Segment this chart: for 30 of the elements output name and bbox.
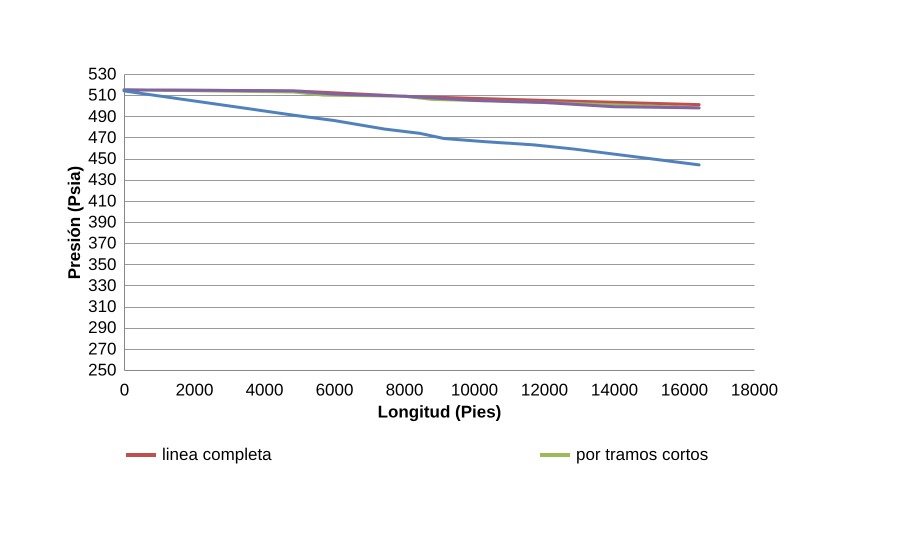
x-tick-label: 16000 <box>660 380 708 400</box>
y-tick-label: 510 <box>88 86 116 105</box>
y-tick-label: 290 <box>88 318 116 338</box>
y-tick-label: 430 <box>88 170 116 190</box>
y-tick-label: 250 <box>88 360 116 380</box>
y-tick-label: 490 <box>88 106 116 126</box>
y-axis-title: Presión (Psia) <box>65 166 84 280</box>
x-axis-title: Longitud (Pies) <box>378 402 502 422</box>
y-tick-label: 270 <box>88 339 116 358</box>
x-tick-label: 10000 <box>450 380 498 400</box>
x-tick-label: 12000 <box>520 380 568 400</box>
y-tick-label: 470 <box>88 128 116 147</box>
y-tick-label: 410 <box>88 191 116 210</box>
legend-label: por tramos cortos <box>576 445 708 464</box>
y-tick-label: 330 <box>88 276 116 295</box>
y-tick-label: 350 <box>88 254 116 274</box>
y-tick-label: 310 <box>88 297 116 316</box>
x-tick-label: 4000 <box>246 380 284 400</box>
y-tick-label: 530 <box>88 64 116 84</box>
x-tick-label: 0 <box>120 380 130 400</box>
y-tick-label: 370 <box>88 234 116 253</box>
x-tick-label: 2000 <box>176 380 214 400</box>
x-tick-label: 8000 <box>386 380 424 400</box>
x-tick-label: 18000 <box>730 380 778 400</box>
x-tick-label: 6000 <box>316 380 354 400</box>
x-tick-label: 14000 <box>590 380 638 400</box>
y-tick-label: 390 <box>88 212 116 232</box>
legend-label: linea completa <box>162 445 272 464</box>
y-tick-label: 450 <box>88 149 116 168</box>
line-series <box>122 89 701 166</box>
